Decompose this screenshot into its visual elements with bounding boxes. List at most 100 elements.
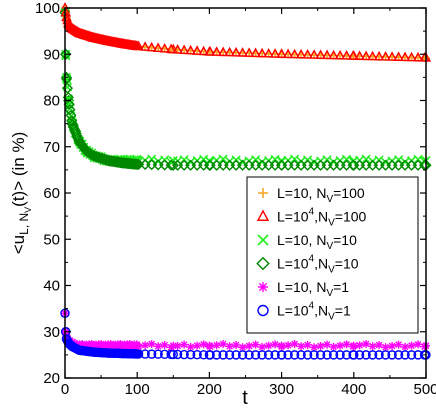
data-marker bbox=[192, 350, 202, 360]
data-marker bbox=[302, 350, 313, 360]
data-marker bbox=[159, 349, 170, 360]
y-tick-label: 20 bbox=[43, 370, 60, 387]
x-tick-label: 100 bbox=[125, 381, 150, 398]
data-marker bbox=[238, 343, 247, 352]
data-marker bbox=[322, 155, 332, 165]
data-marker bbox=[271, 340, 280, 349]
data-marker bbox=[328, 49, 339, 60]
data-marker bbox=[393, 155, 404, 165]
data-marker bbox=[206, 342, 215, 351]
data-marker bbox=[180, 340, 189, 349]
data-marker bbox=[131, 158, 143, 170]
data-marker bbox=[65, 109, 77, 121]
data-marker bbox=[388, 341, 397, 350]
data-marker bbox=[400, 350, 410, 360]
data-marker bbox=[147, 154, 157, 164]
data-marker bbox=[329, 342, 338, 351]
data-marker bbox=[243, 47, 255, 57]
series-2-trail bbox=[61, 51, 430, 167]
data-marker bbox=[393, 350, 404, 360]
data-marker bbox=[218, 350, 228, 360]
data-marker bbox=[191, 45, 203, 55]
data-marker bbox=[217, 46, 229, 57]
data-marker bbox=[139, 41, 151, 51]
data-marker bbox=[374, 350, 384, 360]
data-marker bbox=[310, 343, 319, 352]
data-marker bbox=[263, 47, 274, 58]
data-marker bbox=[336, 341, 345, 350]
data-marker bbox=[283, 350, 293, 360]
data-marker bbox=[342, 340, 351, 349]
legend-marker bbox=[256, 256, 270, 271]
data-marker bbox=[322, 350, 332, 360]
legend-entry: L=10, NV=10 bbox=[257, 232, 357, 252]
data-marker bbox=[316, 341, 325, 350]
data-marker bbox=[154, 342, 163, 351]
y-tick-label: 80 bbox=[43, 93, 60, 110]
data-marker bbox=[323, 340, 332, 349]
axis-ticks bbox=[64, 7, 427, 379]
data-marker bbox=[212, 341, 221, 350]
data-marker bbox=[218, 154, 228, 164]
data-marker bbox=[380, 350, 391, 360]
data-marker bbox=[224, 46, 235, 57]
data-marker bbox=[199, 340, 208, 349]
data-marker bbox=[141, 341, 150, 350]
data-marker bbox=[349, 342, 358, 351]
data-marker bbox=[362, 340, 371, 349]
legend-label: L=10, NV=10 bbox=[277, 232, 357, 252]
x-tick-label: 0 bbox=[61, 381, 69, 398]
data-marker bbox=[224, 350, 235, 360]
data-marker bbox=[66, 115, 78, 127]
data-marker bbox=[309, 350, 319, 360]
data-marker bbox=[237, 47, 248, 57]
data-marker bbox=[406, 350, 417, 360]
data-marker bbox=[231, 350, 241, 360]
data-marker bbox=[361, 350, 371, 360]
data-marker bbox=[367, 350, 378, 360]
data-marker bbox=[375, 340, 384, 349]
data-marker bbox=[205, 350, 215, 360]
data-marker bbox=[290, 154, 300, 164]
data-marker bbox=[360, 50, 372, 61]
y-axis-label: <uL, NV(t)> (in %) bbox=[9, 132, 33, 255]
data-marker bbox=[269, 48, 281, 58]
data-marker bbox=[321, 49, 333, 60]
data-marker bbox=[244, 350, 254, 360]
data-marker bbox=[250, 47, 261, 58]
data-marker bbox=[198, 350, 209, 360]
data-marker bbox=[284, 341, 293, 350]
data-marker bbox=[167, 343, 176, 352]
legend-label: L=10, NV=1 bbox=[277, 279, 349, 299]
data-marker bbox=[297, 342, 306, 351]
data-marker bbox=[133, 349, 144, 359]
data-marker bbox=[342, 154, 352, 164]
data-marker bbox=[335, 350, 345, 360]
legend-entry: L=10, NV=100 bbox=[258, 185, 365, 205]
data-marker bbox=[373, 50, 385, 61]
data-marker bbox=[315, 350, 326, 360]
data-marker bbox=[152, 42, 164, 52]
data-marker bbox=[153, 349, 163, 359]
data-marker bbox=[407, 341, 416, 350]
data-marker bbox=[394, 340, 403, 349]
y-tick-label: 90 bbox=[43, 46, 60, 63]
data-marker bbox=[225, 342, 234, 351]
data-marker bbox=[251, 155, 261, 165]
data-marker bbox=[160, 340, 169, 349]
data-marker bbox=[232, 340, 241, 349]
data-marker bbox=[211, 350, 222, 360]
data-marker bbox=[289, 48, 300, 59]
data-marker bbox=[263, 350, 274, 360]
data-marker bbox=[147, 340, 156, 349]
data-marker bbox=[354, 50, 365, 60]
series-3 bbox=[59, 7, 432, 171]
data-marker bbox=[185, 44, 196, 55]
data-marker bbox=[178, 44, 190, 55]
y-tick-label: 60 bbox=[43, 185, 60, 202]
legend-marker bbox=[258, 282, 268, 292]
data-marker bbox=[354, 350, 365, 360]
data-marker bbox=[386, 51, 398, 61]
data-marker bbox=[237, 350, 248, 360]
